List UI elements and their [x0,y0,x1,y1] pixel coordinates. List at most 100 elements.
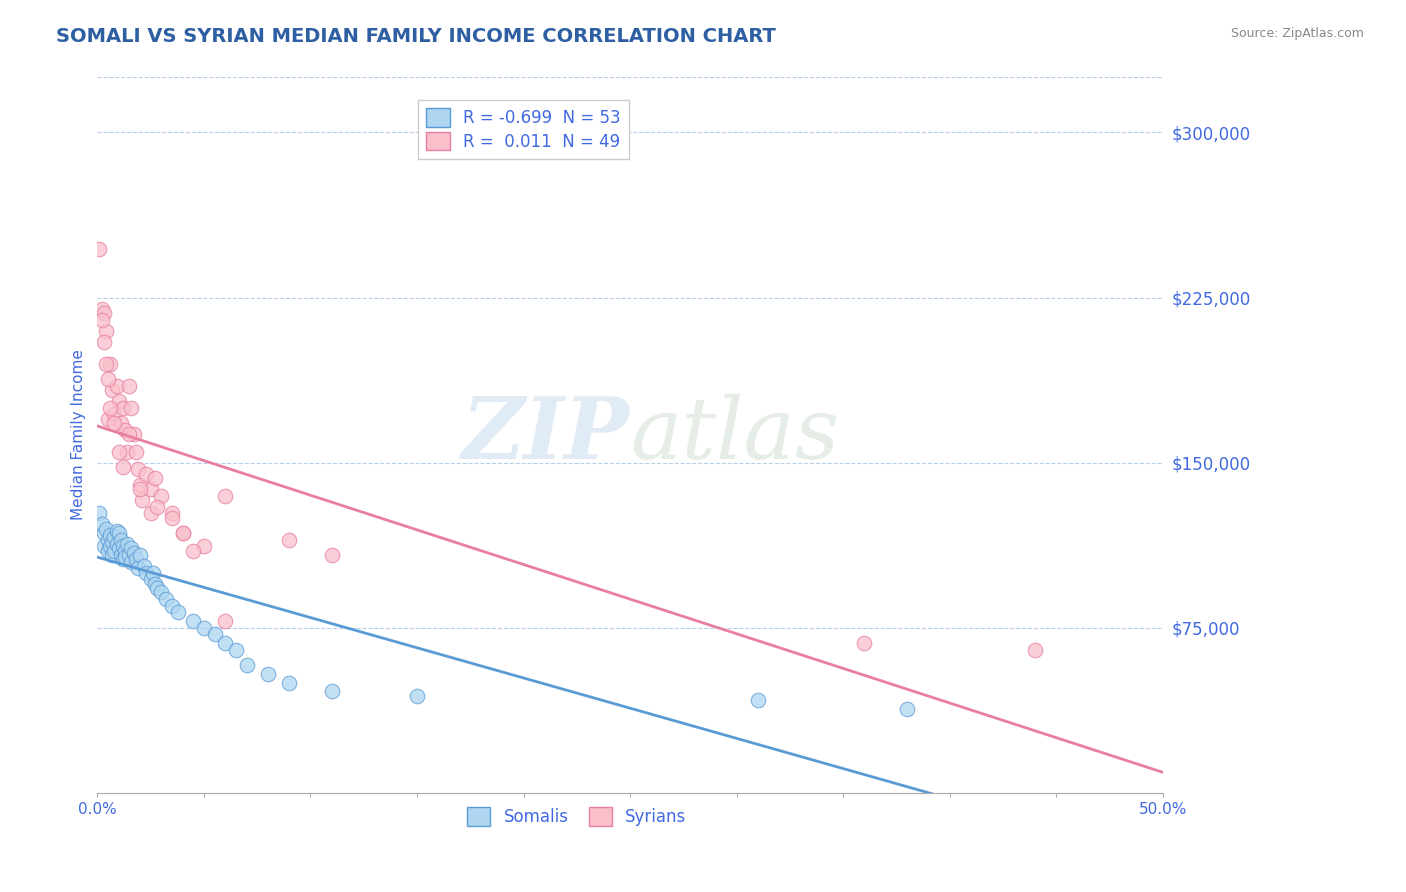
Point [321,684,343,698]
Point [98,357,121,371]
Point [125,552,148,566]
Point [110,548,132,562]
Point [89,506,111,520]
Y-axis label: Median Family Income: Median Family Income [72,350,86,521]
Point [172,526,194,541]
Point [107,444,129,458]
Point [90,517,112,532]
Point [747,693,769,707]
Point [98,401,121,415]
Point [105,524,128,538]
Point [127,561,149,575]
Point [114,543,136,558]
Point [122,546,145,560]
Point [193,621,215,635]
Point [120,401,142,415]
Point [97,372,120,386]
Point [101,383,124,397]
Point [225,642,247,657]
Point [118,548,141,562]
Point [278,675,301,690]
Point [150,585,173,599]
Legend: Somalis, Syrians: Somalis, Syrians [458,799,695,834]
Point [131,493,153,508]
Point [110,533,132,547]
Point [97,543,120,558]
Point [181,543,204,558]
Point [214,614,236,628]
Point [139,506,162,520]
Point [146,500,169,514]
Point [107,526,129,541]
Point [853,636,876,650]
Point [90,301,112,316]
Point [120,541,142,556]
Point [214,489,236,503]
Point [101,548,124,562]
Point [278,533,301,547]
Point [160,506,183,520]
Point [129,482,152,496]
Point [172,526,194,541]
Point [181,614,204,628]
Point [94,324,117,338]
Point [93,539,115,553]
Point [93,334,115,349]
Point [214,636,236,650]
Point [139,482,162,496]
Text: ZIP: ZIP [463,393,630,477]
Point [97,533,120,547]
Point [97,411,120,425]
Point [160,599,183,613]
Point [94,357,117,371]
Point [150,489,173,503]
Point [135,566,157,580]
Point [139,572,162,586]
Point [110,416,132,430]
Point [111,459,134,474]
Point [89,242,111,256]
Point [103,530,125,544]
Point [105,537,128,551]
Point [321,548,343,562]
Point [111,552,134,566]
Point [111,539,134,553]
Point [129,477,152,491]
Point [93,526,115,541]
Point [118,426,141,441]
Text: SOMALI VS SYRIAN MEDIAN FAMILY INCOME CORRELATION CHART: SOMALI VS SYRIAN MEDIAN FAMILY INCOME CO… [56,27,776,45]
Point [142,566,165,580]
Text: atlas: atlas [630,393,839,476]
Point [115,537,138,551]
Point [101,534,124,549]
Point [105,378,128,392]
Point [103,416,125,430]
Point [135,467,157,481]
Point [896,702,918,716]
Point [129,548,152,562]
Point [204,627,226,641]
Point [143,471,166,485]
Text: Source: ZipAtlas.com: Source: ZipAtlas.com [1230,27,1364,40]
Point [193,539,215,553]
Point [122,426,145,441]
Point [134,559,156,574]
Point [146,581,169,595]
Point [167,605,190,619]
Point [155,592,177,607]
Point [93,306,115,320]
Point [107,393,129,408]
Point [98,539,121,553]
Point [107,541,129,556]
Point [1024,642,1046,657]
Point [125,444,148,458]
Point [114,423,136,437]
Point [143,576,166,591]
Point [114,550,136,565]
Point [118,378,141,392]
Point [256,666,278,681]
Point [103,543,125,558]
Point [127,462,149,476]
Point [111,401,134,415]
Point [406,689,429,703]
